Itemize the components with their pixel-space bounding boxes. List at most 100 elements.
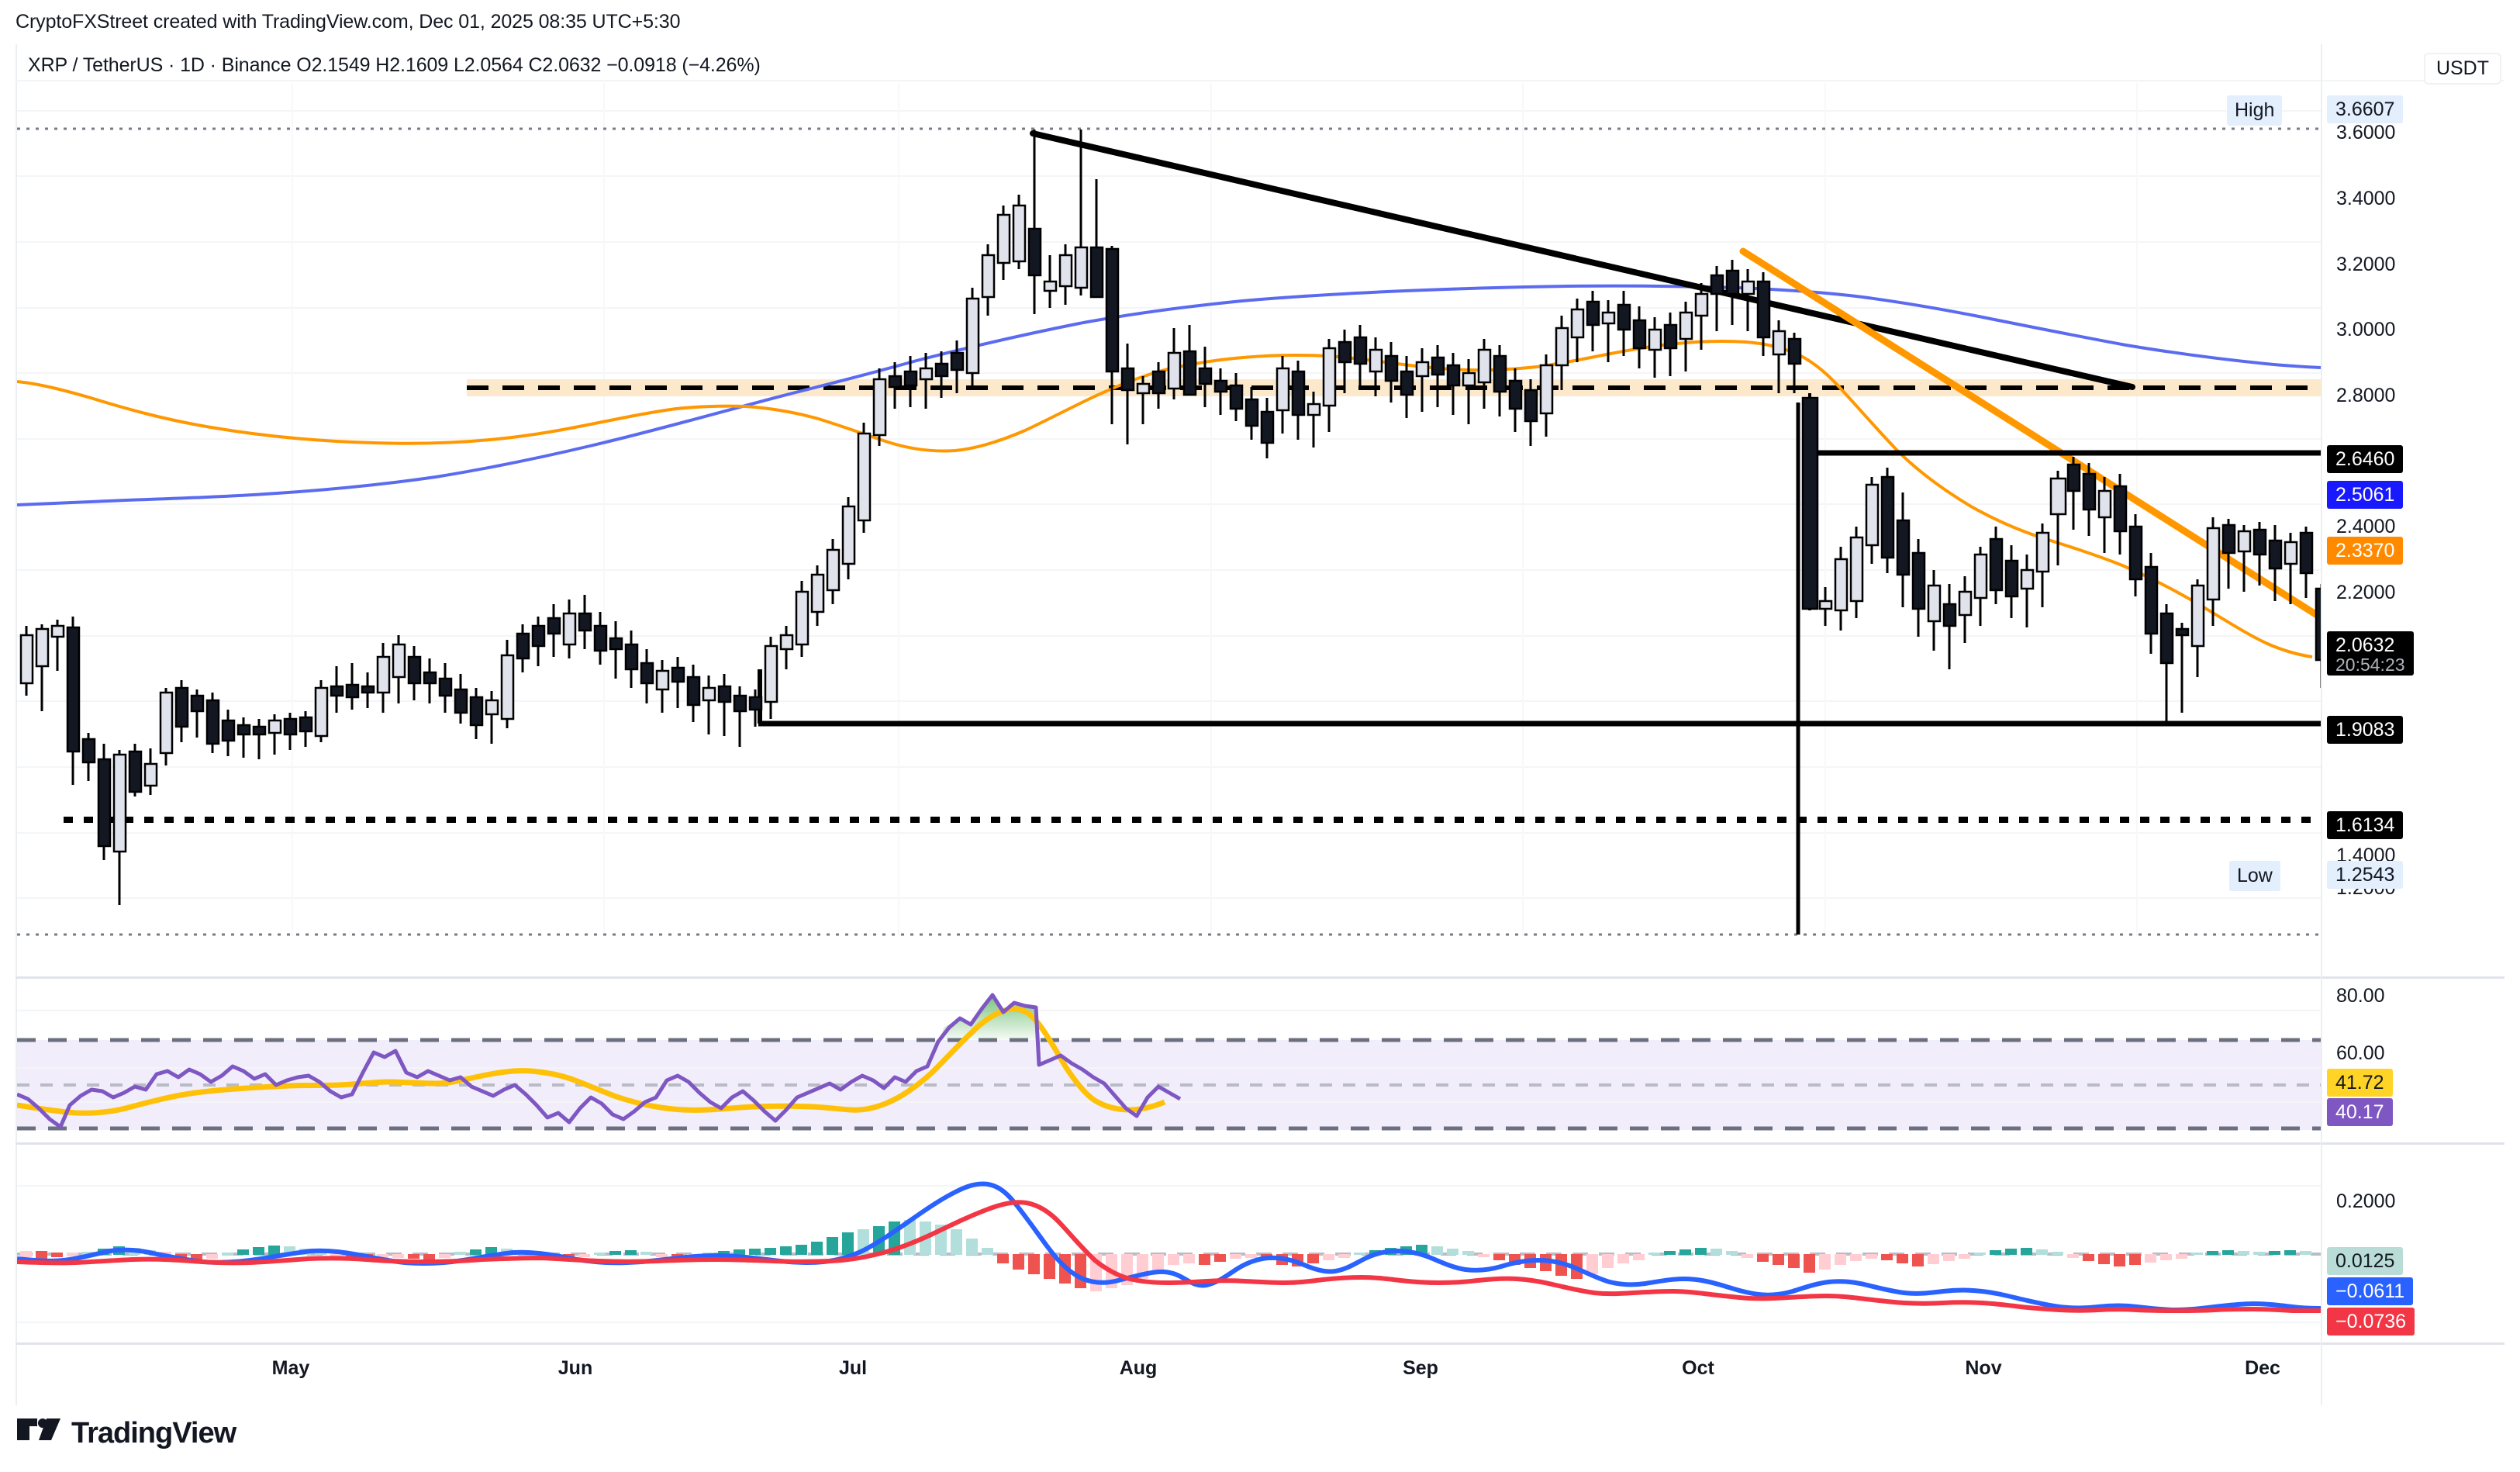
candle (1508, 368, 1523, 432)
candle (376, 643, 391, 713)
candle (1601, 300, 1616, 362)
rsi-tick-60: 60.00 (2336, 1042, 2385, 1064)
candle (2097, 477, 2112, 553)
trendline-black-descending (1030, 130, 2135, 390)
time-axis[interactable]: May Jun Jul Aug Sep Oct Nov Dec (16, 1345, 2504, 1402)
high-price-badge[interactable]: 3.6607 (2327, 95, 2404, 124)
tradingview-logo-text: TradingView (71, 1417, 236, 1450)
candle (2082, 463, 2097, 536)
candle (1834, 547, 1849, 631)
last-price-value: 2.0632 (2335, 634, 2395, 656)
candle (965, 288, 980, 385)
candle (2252, 522, 2267, 586)
macd-hist-badge[interactable]: 0.0125 (2327, 1247, 2404, 1276)
candle (2066, 457, 2081, 530)
candle (1801, 393, 1819, 610)
candle (128, 744, 143, 796)
candle (1787, 333, 1802, 393)
last-price-badge[interactable]: 2.0632 20:54:23 (2327, 631, 2414, 676)
candle (686, 665, 701, 722)
rsi-line (17, 993, 1182, 1129)
candle (1151, 362, 1166, 409)
candle (702, 676, 716, 734)
ma-blue-line (17, 284, 2321, 506)
candle (1182, 325, 1197, 396)
candle (345, 663, 360, 710)
macd-pane[interactable] (17, 1145, 2321, 1341)
macd-plot (17, 1181, 2321, 1323)
time-tick-dec: Dec (2245, 1357, 2280, 1379)
candle (454, 674, 468, 724)
support-1613-badge[interactable]: 1.6134 (2327, 811, 2404, 840)
candle (392, 635, 406, 703)
rsi-value-badge[interactable]: 40.17 (2327, 1098, 2393, 1127)
candle (609, 621, 623, 679)
chart-legend[interactable]: XRP / TetherUS · 1D · Binance O2.1549 H2… (28, 54, 761, 76)
candle (2020, 555, 2035, 627)
low-price-badge[interactable]: 1.2543 (2327, 861, 2404, 890)
ma-orange-badge[interactable]: 2.3370 (2327, 537, 2404, 565)
tradingview-logo-icon (17, 1418, 60, 1440)
time-tick-nov: Nov (1965, 1357, 2002, 1379)
candle (2284, 533, 2298, 604)
candle (1012, 195, 1027, 269)
macd-signal-badge[interactable]: −0.0736 (2327, 1308, 2415, 1336)
ma-blue-badge[interactable]: 2.5061 (2327, 481, 2404, 510)
candle (640, 649, 654, 703)
rsi-ma-badge[interactable]: 41.72 (2327, 1069, 2393, 1097)
candle (826, 539, 841, 604)
candle (1896, 492, 1911, 607)
candle (1989, 527, 2004, 604)
candle (733, 686, 747, 747)
chart-frame (16, 44, 2504, 1405)
candle (624, 631, 639, 688)
candle (981, 244, 996, 316)
rsi-pane[interactable] (17, 980, 2321, 1141)
candle (1198, 347, 1213, 407)
candle (1446, 353, 1461, 415)
macd-signal-line (17, 1200, 2321, 1313)
candle (112, 750, 127, 905)
candle (1291, 361, 1306, 440)
macd-line-badge[interactable]: −0.0611 (2327, 1277, 2414, 1306)
candle (1400, 356, 1414, 418)
rsi-tick-80: 80.00 (2336, 985, 2385, 1007)
support-1908-badge[interactable]: 1.9083 (2327, 716, 2404, 745)
candle (1322, 339, 1337, 432)
candle (1307, 392, 1321, 447)
currency-badge[interactable]: USDT (2423, 53, 2501, 85)
tradingview-logo[interactable]: TradingView (17, 1417, 236, 1450)
candle (1772, 320, 1786, 393)
candle (671, 657, 685, 708)
macd-tick-0-2000: 0.2000 (2336, 1190, 2396, 1212)
candle (2144, 553, 2159, 654)
candle (2315, 584, 2321, 688)
price-tick-2-4000: 2.4000 (2336, 516, 2396, 537)
candle (1911, 539, 1926, 637)
candle (314, 680, 329, 742)
candle (252, 719, 267, 759)
rsi-gridlines (17, 1010, 2321, 1103)
high-tag: High (2227, 95, 2283, 126)
candle (1213, 368, 1228, 415)
candle (143, 748, 158, 795)
candle (593, 612, 608, 665)
candle (174, 680, 189, 742)
candle (1570, 299, 1585, 362)
candle (81, 733, 96, 781)
candle (1818, 587, 1833, 626)
candle (903, 356, 918, 407)
candle (1089, 179, 1104, 299)
candle (205, 693, 220, 753)
price-axis[interactable]: 3.6000 3.4000 3.2000 3.0000 2.8000 2.600… (2227, 44, 2520, 1405)
candle (2128, 514, 2143, 596)
rsi-plot (17, 993, 2321, 1131)
resistance-2646-badge[interactable]: 2.6460 (2327, 445, 2404, 474)
candle (888, 362, 903, 409)
candle (934, 351, 949, 398)
price-pane[interactable] (17, 83, 2321, 936)
candle (221, 710, 236, 756)
candle (578, 595, 592, 649)
candle (2237, 525, 2252, 592)
candle (1849, 527, 1864, 618)
